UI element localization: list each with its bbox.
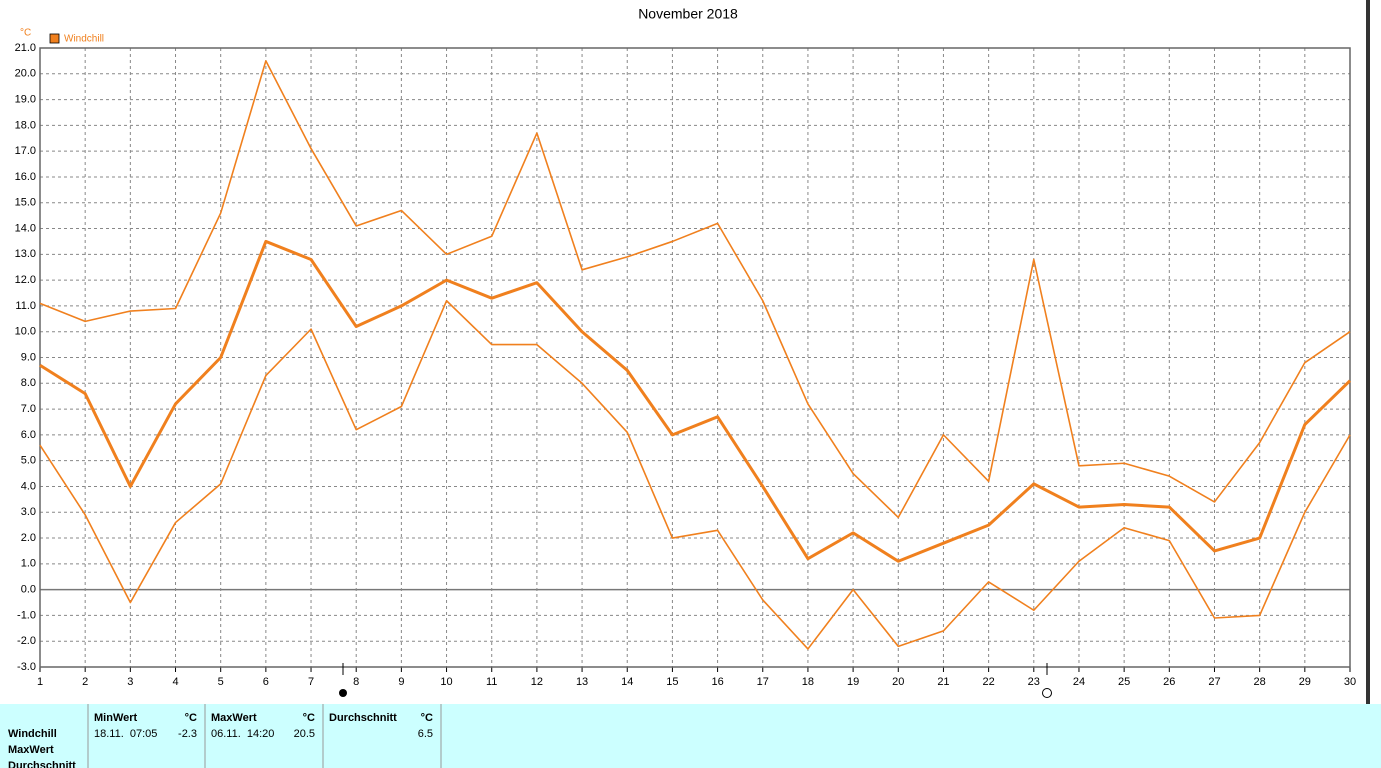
column-unit: °C [185,712,197,724]
legend-swatch [49,33,60,44]
x-tick-label: 28 [1254,676,1266,688]
cell-value: 6.5 [418,728,433,740]
y-tick-label: 7.0 [21,403,36,415]
y-tick-label: 1.0 [21,558,36,570]
x-tick-label: 12 [531,676,543,688]
cell-time: 06.11. 14:20 [211,728,274,740]
y-tick-label: 20.0 [15,68,36,80]
x-tick-label: 6 [263,676,269,688]
series-line [39,299,1351,650]
y-tick-label: 18.0 [15,119,36,131]
x-tick-label: 9 [398,676,404,688]
y-tick-label: 4.0 [21,480,36,492]
x-tick-label: 5 [218,676,224,688]
column-unit: °C [303,712,315,724]
x-tick-label: 19 [847,676,859,688]
x-tick-label: 11 [486,676,497,688]
x-tick-label: 21 [937,676,949,688]
x-tick-label: 30 [1344,676,1356,688]
x-tick-label: 13 [576,676,588,688]
y-tick-label: -1.0 [17,609,36,621]
y-tick-label: 13.0 [15,248,36,260]
series-line [39,239,1352,563]
y-tick-label: 2.0 [21,532,36,544]
marker-icon [339,689,347,697]
x-tick-label: 2 [82,676,88,688]
x-tick-label: 16 [711,676,723,688]
x-tick-label: 8 [353,676,359,688]
x-tick-label: 26 [1163,676,1175,688]
x-tick-label: 20 [892,676,904,688]
cell-value: -2.3 [178,728,197,740]
x-tick-label: 1 [37,676,43,688]
y-tick-label: 21.0 [15,42,36,54]
y-tick-label: 19.0 [15,93,36,105]
column-header: Durchschnitt [329,712,397,724]
row-label: Durchschnitt [8,760,76,768]
y-tick-label: 11.0 [15,300,36,312]
cell-time: 18.11. 07:05 [94,728,157,740]
x-tick-label: 17 [757,676,769,688]
x-tick-label: 10 [440,676,452,688]
y-tick-label: 6.0 [21,429,36,441]
column-unit: °C [421,712,433,724]
x-tick-label: 25 [1118,676,1130,688]
table-bg [0,704,1381,768]
window-edge [1366,0,1370,704]
x-tick-label: 23 [1028,676,1040,688]
y-unit: °C [20,28,31,39]
x-tick-label: 27 [1208,676,1220,688]
x-tick-label: 22 [982,676,994,688]
x-tick-label: 18 [802,676,814,688]
x-tick-label: 24 [1073,676,1085,688]
y-tick-label: 10.0 [15,326,36,338]
plot-frame [39,47,1351,668]
marker-icon [1042,688,1052,698]
column-header: MaxWert [211,712,257,724]
y-tick-label: 12.0 [15,274,36,286]
row-label: Windchill [8,728,57,740]
plot: 21.020.019.018.017.016.015.014.013.012.0… [15,33,1356,688]
x-tick-label: 29 [1299,676,1311,688]
x-tick-label: 14 [621,676,633,688]
y-tick-label: 8.0 [21,377,36,389]
y-tick-label: 16.0 [15,171,36,183]
cell-value: 20.5 [294,728,315,740]
y-tick-label: 14.0 [15,222,36,234]
chart-title: November 2018 [638,6,738,22]
y-tick-label: -3.0 [17,661,36,673]
row-label: MaxWert [8,744,54,756]
stats-table: Windchill MaxWert Durchschnitt MinWert °C 18.… [0,704,1381,768]
x-tick-label: 7 [308,676,314,688]
y-tick-label: 17.0 [15,145,36,157]
y-tick-label: 9.0 [21,351,36,363]
y-tick-label: 5.0 [21,455,36,467]
x-tick-label: 3 [127,676,133,688]
x-tick-label: 15 [666,676,678,688]
chart-bg [0,0,1381,704]
y-tick-label: -2.0 [17,635,36,647]
y-tick-label: 0.0 [21,584,36,596]
column-header: MinWert [94,712,138,724]
series-line [39,60,1351,519]
y-tick-label: 15.0 [15,197,36,209]
y-tick-label: 3.0 [21,506,36,518]
x-tick-label: 4 [172,676,178,688]
legend-label: Windchill [64,34,104,45]
